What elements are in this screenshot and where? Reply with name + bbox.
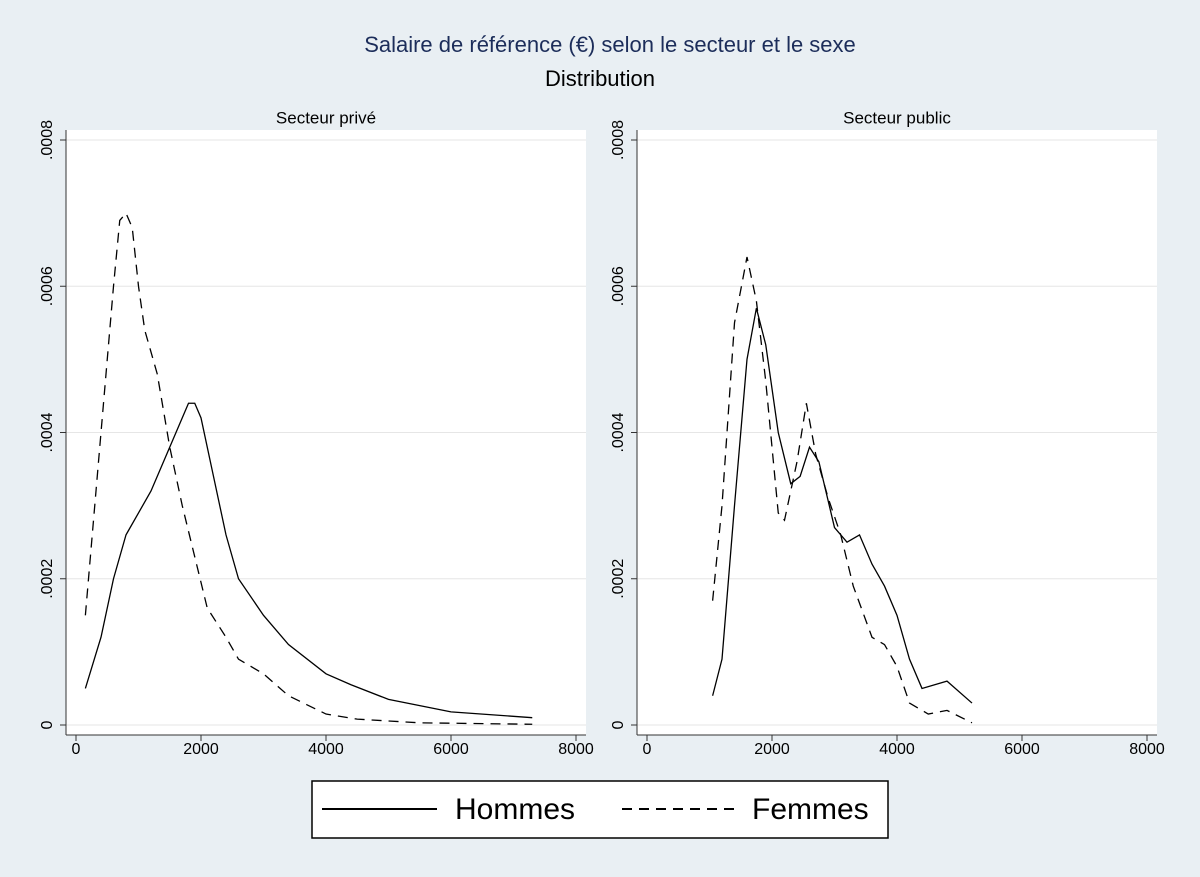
line-series [84, 211, 533, 725]
legend-label: Hommes [455, 793, 575, 826]
panel-title: Secteur privé [276, 108, 376, 127]
y-tick-label: .0002 [39, 559, 56, 599]
y-tick-label: .0006 [39, 266, 56, 306]
y-tick-label: 0 [39, 720, 56, 729]
y-tick-label: .0006 [610, 266, 627, 306]
line-series [712, 308, 973, 704]
y-tick-label: .0002 [610, 559, 627, 599]
x-tick-label: 4000 [879, 741, 915, 758]
y-tick-label: .0008 [39, 120, 56, 160]
line-series [711, 256, 973, 724]
line-series [84, 402, 533, 719]
x-tick-label: 0 [72, 741, 81, 758]
chart-subtitle: Distribution [545, 66, 655, 91]
y-tick-label: .0004 [610, 412, 627, 452]
y-tick-label: 0 [610, 720, 627, 729]
x-tick-label: 8000 [1129, 741, 1165, 758]
x-tick-label: 4000 [308, 741, 344, 758]
chart-title: Salaire de référence (€) selon le secteu… [364, 32, 856, 57]
x-tick-label: 6000 [433, 741, 469, 758]
x-tick-label: 2000 [183, 741, 219, 758]
panel-header [597, 106, 1157, 130]
x-tick-label: 2000 [754, 741, 790, 758]
x-tick-label: 0 [643, 741, 652, 758]
y-tick-label: .0004 [39, 412, 56, 452]
panel-header [26, 106, 586, 130]
panel-title: Secteur public [843, 108, 951, 127]
x-tick-label: 6000 [1004, 741, 1040, 758]
y-tick-label: .0008 [610, 120, 627, 160]
legend-label: Femmes [752, 793, 869, 826]
x-tick-label: 8000 [558, 741, 594, 758]
